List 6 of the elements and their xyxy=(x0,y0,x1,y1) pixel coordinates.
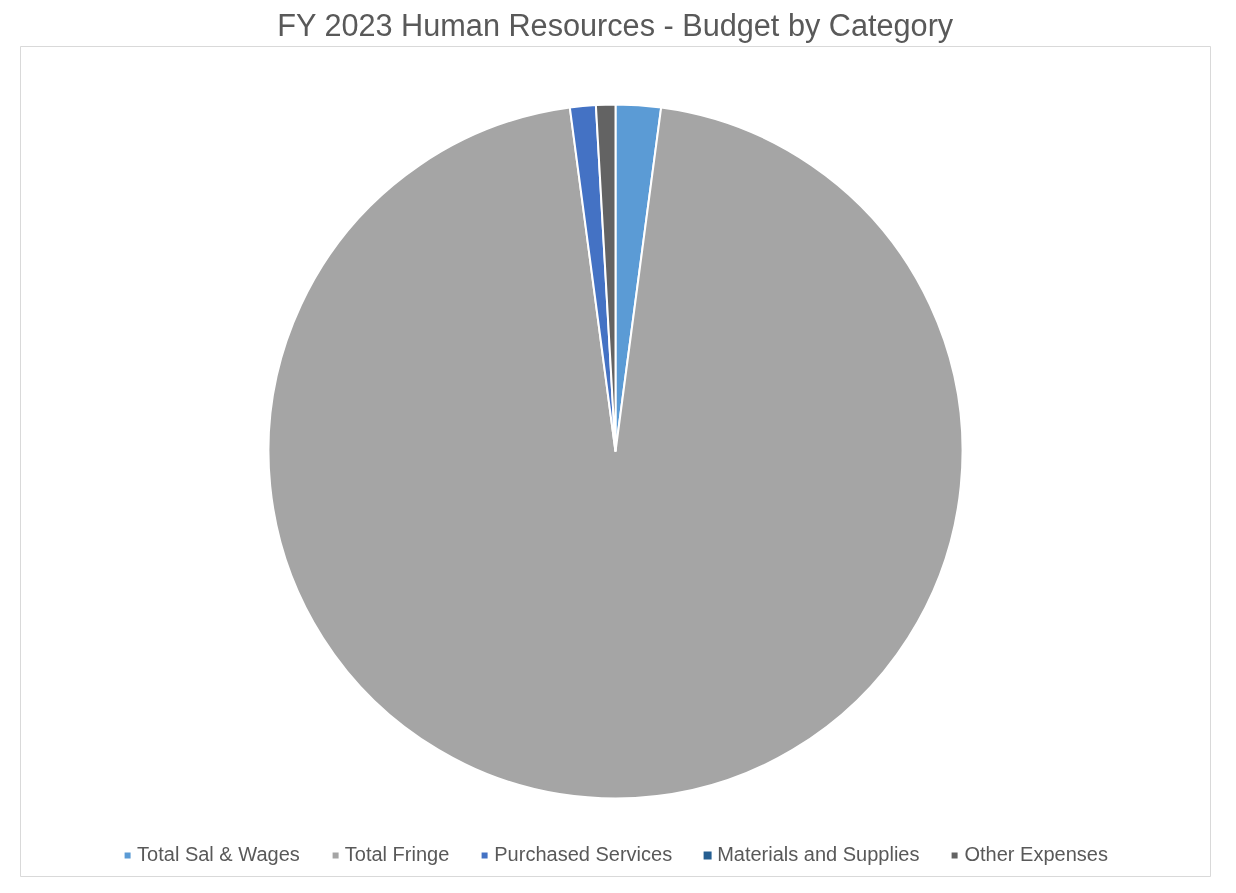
legend-label: Purchased Services xyxy=(494,843,673,866)
legend-label: Other Expenses xyxy=(964,843,1108,866)
legend-label: Total Fringe xyxy=(344,843,450,866)
legend-label: Total Sal & Wages xyxy=(137,843,300,866)
legend-label: Materials and Supplies xyxy=(717,843,920,866)
chart-title: FY 2023 Human Resources - Budget by Category xyxy=(277,7,954,43)
